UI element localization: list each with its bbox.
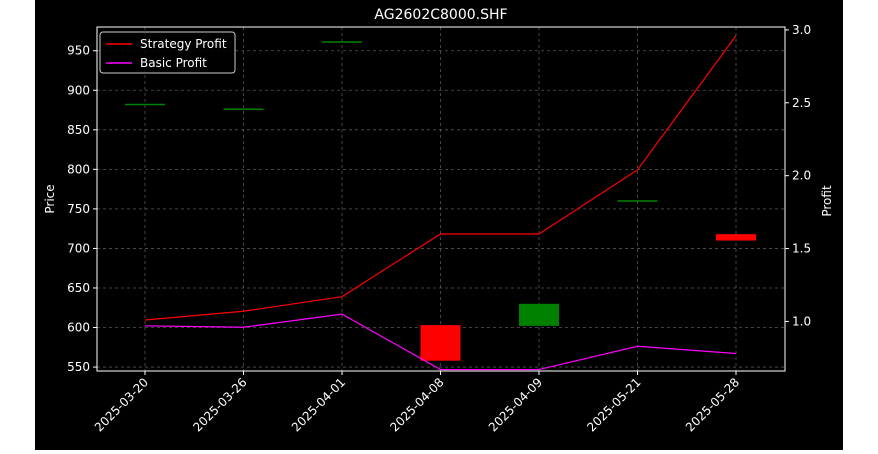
series-line-basic-profit [144, 313, 737, 371]
y-left-tick-label: 650 [67, 281, 90, 295]
plot-area [97, 27, 785, 371]
y-right-tick-label: 2.0 [792, 169, 811, 183]
legend-label-strategy-profit: Strategy Profit [140, 37, 227, 51]
y-right-tick-label: 2.5 [792, 96, 811, 110]
candles [125, 41, 756, 361]
right-axis: 1.0 1.5 2.0 2.5 3.0 [785, 23, 811, 328]
candle-body [125, 103, 165, 106]
y-axis-left-label: Price [43, 184, 57, 213]
series-line-strategy-profit [144, 35, 737, 321]
y-left-tick-label: 550 [67, 360, 90, 374]
y-right-tick-label: 1.0 [792, 314, 811, 328]
candle-body [716, 234, 756, 241]
y-right-tick-label: 3.0 [792, 23, 811, 37]
y-left-tick-label: 700 [67, 241, 90, 255]
profit-lines [144, 35, 737, 371]
legend-box [99, 31, 236, 74]
candle-body [420, 325, 461, 361]
legend: Strategy Profit Basic Profit [99, 31, 236, 74]
left-axis: 550 600 650 700 750 800 850 900 950 [67, 44, 97, 374]
y-left-tick-label: 900 [67, 83, 90, 97]
y-axis-right-label: Profit [820, 185, 834, 217]
legend-label-basic-profit: Basic Profit [140, 56, 207, 70]
chart-title: AG2602C8000.SHF [374, 7, 507, 23]
candle-body [519, 303, 559, 326]
y-left-tick-label: 850 [67, 123, 90, 137]
y-left-tick-label: 800 [67, 162, 90, 176]
y-left-tick-label: 950 [67, 44, 90, 58]
candle-body [322, 41, 362, 43]
y-right-tick-label: 1.5 [792, 242, 811, 256]
y-left-tick-label: 750 [67, 202, 90, 216]
candle-body [617, 200, 658, 202]
candle-body [223, 108, 264, 110]
y-left-tick-label: 600 [67, 321, 90, 335]
